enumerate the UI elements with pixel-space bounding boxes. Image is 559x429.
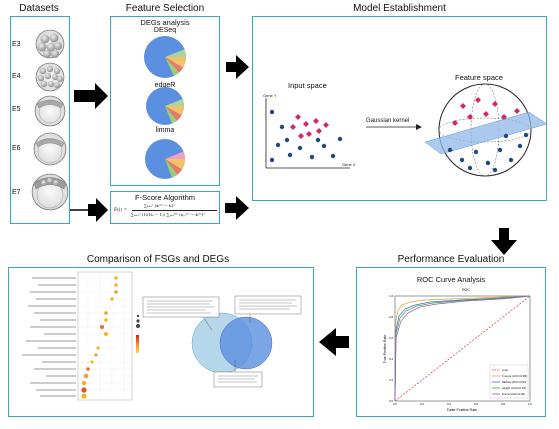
roc-x-tick-label: 0.0 <box>393 402 397 406</box>
embryo-e3 <box>35 29 65 59</box>
dot-plot <box>22 271 140 401</box>
method-label-deseq: DESeq <box>153 27 177 34</box>
fscore-fraction-bar <box>132 210 217 211</box>
roc-plot-title: ROC <box>462 288 470 292</box>
embryo-e5 <box>34 95 66 127</box>
input-space-axes <box>265 98 350 169</box>
fscore-title: F-Score Algorithm <box>134 193 196 202</box>
arrow-performance-to-comparison <box>319 328 349 356</box>
roc-y-tick-label: 0.6 <box>389 336 393 340</box>
input-space-label: Input space <box>288 81 327 90</box>
performance-title: Performance Evaluation <box>397 254 505 265</box>
input-diamonds <box>290 114 329 139</box>
roc-legend-label: limma (AUC=0.94) <box>502 392 525 396</box>
arrow-degs-to-model <box>226 55 249 79</box>
degs-analysis-title: DEGs analysis <box>140 18 190 27</box>
stage-label-e6: E6 <box>12 145 21 152</box>
feature-dots <box>447 132 529 173</box>
fscore-denominator: ∑ₖ₌₁ᶜ (1/(Nₖ − 1)) ∑ⱼ₌₁ᴺᵏ (xⱼ,ᵢ⁽ᵏ⁾ − x̄ᵢ… <box>131 212 205 217</box>
embryo-e7 <box>31 173 69 211</box>
roc-x-tick-label: 0.6 <box>474 402 478 406</box>
kernel-arrow <box>366 124 422 130</box>
fscore-numerator: ∑ₖ₌₁ᶜ (x̄ᵢ⁽ᵏ⁾ − x̄ᵢ)² <box>144 203 175 208</box>
arrow-datasets-to-fscore <box>88 198 108 222</box>
roc-x-tick-label: 0.8 <box>501 402 505 406</box>
roc-y-tick-label: 0.8 <box>389 315 393 319</box>
model-establishment-title: Model Establishment <box>353 3 446 14</box>
pie-edger <box>146 87 184 125</box>
venn-annotation-lines <box>147 299 297 383</box>
pie-limma <box>145 139 185 179</box>
roc-legend-label: Luck <box>502 368 509 372</box>
roc-analysis-title: ROC Curve Analysis <box>416 275 486 284</box>
dot-plot-legend <box>136 314 140 353</box>
roc-y-tick-label: 0.2 <box>389 378 393 382</box>
stage-label-e3: E3 <box>12 41 21 48</box>
embryo-e4 <box>35 62 65 92</box>
input-dots <box>269 109 343 163</box>
venn-diagram <box>142 295 302 388</box>
roc-curve-edger <box>394 295 531 402</box>
roc-curve-fscore <box>394 295 531 402</box>
arrow-fscore-to-model <box>225 196 249 220</box>
roc-x-tick-label: 1.0 <box>528 402 532 406</box>
roc-luck-line <box>394 295 531 402</box>
pie-deseq <box>144 36 186 78</box>
stage-label-e7: E7 <box>12 189 21 196</box>
roc-legend-label: DESeq (AUC=0.94) <box>502 380 527 384</box>
stage-label-e4: E4 <box>12 73 21 80</box>
gene-y-label: Gene Y <box>263 93 277 98</box>
roc-curve-deseq <box>394 295 531 402</box>
arrow-model-to-performance <box>491 228 517 255</box>
gene-x-label: Gene X <box>342 162 356 167</box>
roc-y-tick-label: 1.0 <box>389 294 393 298</box>
roc-x-label: False Positive Rate <box>447 408 477 412</box>
roc-legend-label: F-score (AUC=0.95) <box>502 374 527 378</box>
method-label-limma: limma <box>155 127 175 134</box>
method-label-edger: edgeR <box>154 82 176 89</box>
embryo-e6 <box>33 132 67 166</box>
roc-x-ticks: 0.0 0.2 0.4 0.6 0.8 1.0 <box>393 402 532 406</box>
stage-label-e5: E5 <box>12 106 21 113</box>
roc-legend: Luck F-score (AUC=0.95) DESeq (AUC=0.94) ed… <box>489 364 529 399</box>
feature-selection-title: Feature Selection <box>125 3 205 14</box>
arrow-datasets-to-degs <box>74 83 108 109</box>
roc-x-tick-label: 0.4 <box>447 402 451 406</box>
roc-y-ticks: 0.0 0.2 0.4 0.6 0.8 1.0 <box>389 294 393 403</box>
fscore-formula: F(i) = ∑ₖ₌₁ᶜ (x̄ᵢ⁽ᵏ⁾ − x̄ᵢ)² ∑ₖ₌₁ᶜ (1/(N… <box>112 203 220 223</box>
dot-plot-dots <box>81 276 118 399</box>
venn-degs-circle <box>219 316 273 370</box>
roc-x-tick-label: 0.2 <box>420 402 424 406</box>
fscore-lhs: F(i) = <box>114 208 128 213</box>
fscore-panel <box>110 191 220 224</box>
roc-legend-label: edgeR (AUC=0.94) <box>502 386 526 390</box>
roc-curve-limma <box>394 295 531 402</box>
feature-diamonds <box>452 97 520 126</box>
roc-y-tick-label: 0.4 <box>389 357 393 361</box>
venn-connectors <box>202 314 251 372</box>
comparison-title: Comparison of FSGs and DEGs <box>86 254 230 265</box>
roc-y-label: True Positive Rate <box>383 335 387 364</box>
roc-y-tick-label: 0.0 <box>389 399 393 403</box>
datasets-title: Datasets <box>19 3 59 14</box>
gaussian-kernel-label: Gaussian kernel <box>366 118 410 124</box>
feature-space-label: Feature space <box>455 73 503 82</box>
dot-plot-row-labels <box>22 277 76 397</box>
